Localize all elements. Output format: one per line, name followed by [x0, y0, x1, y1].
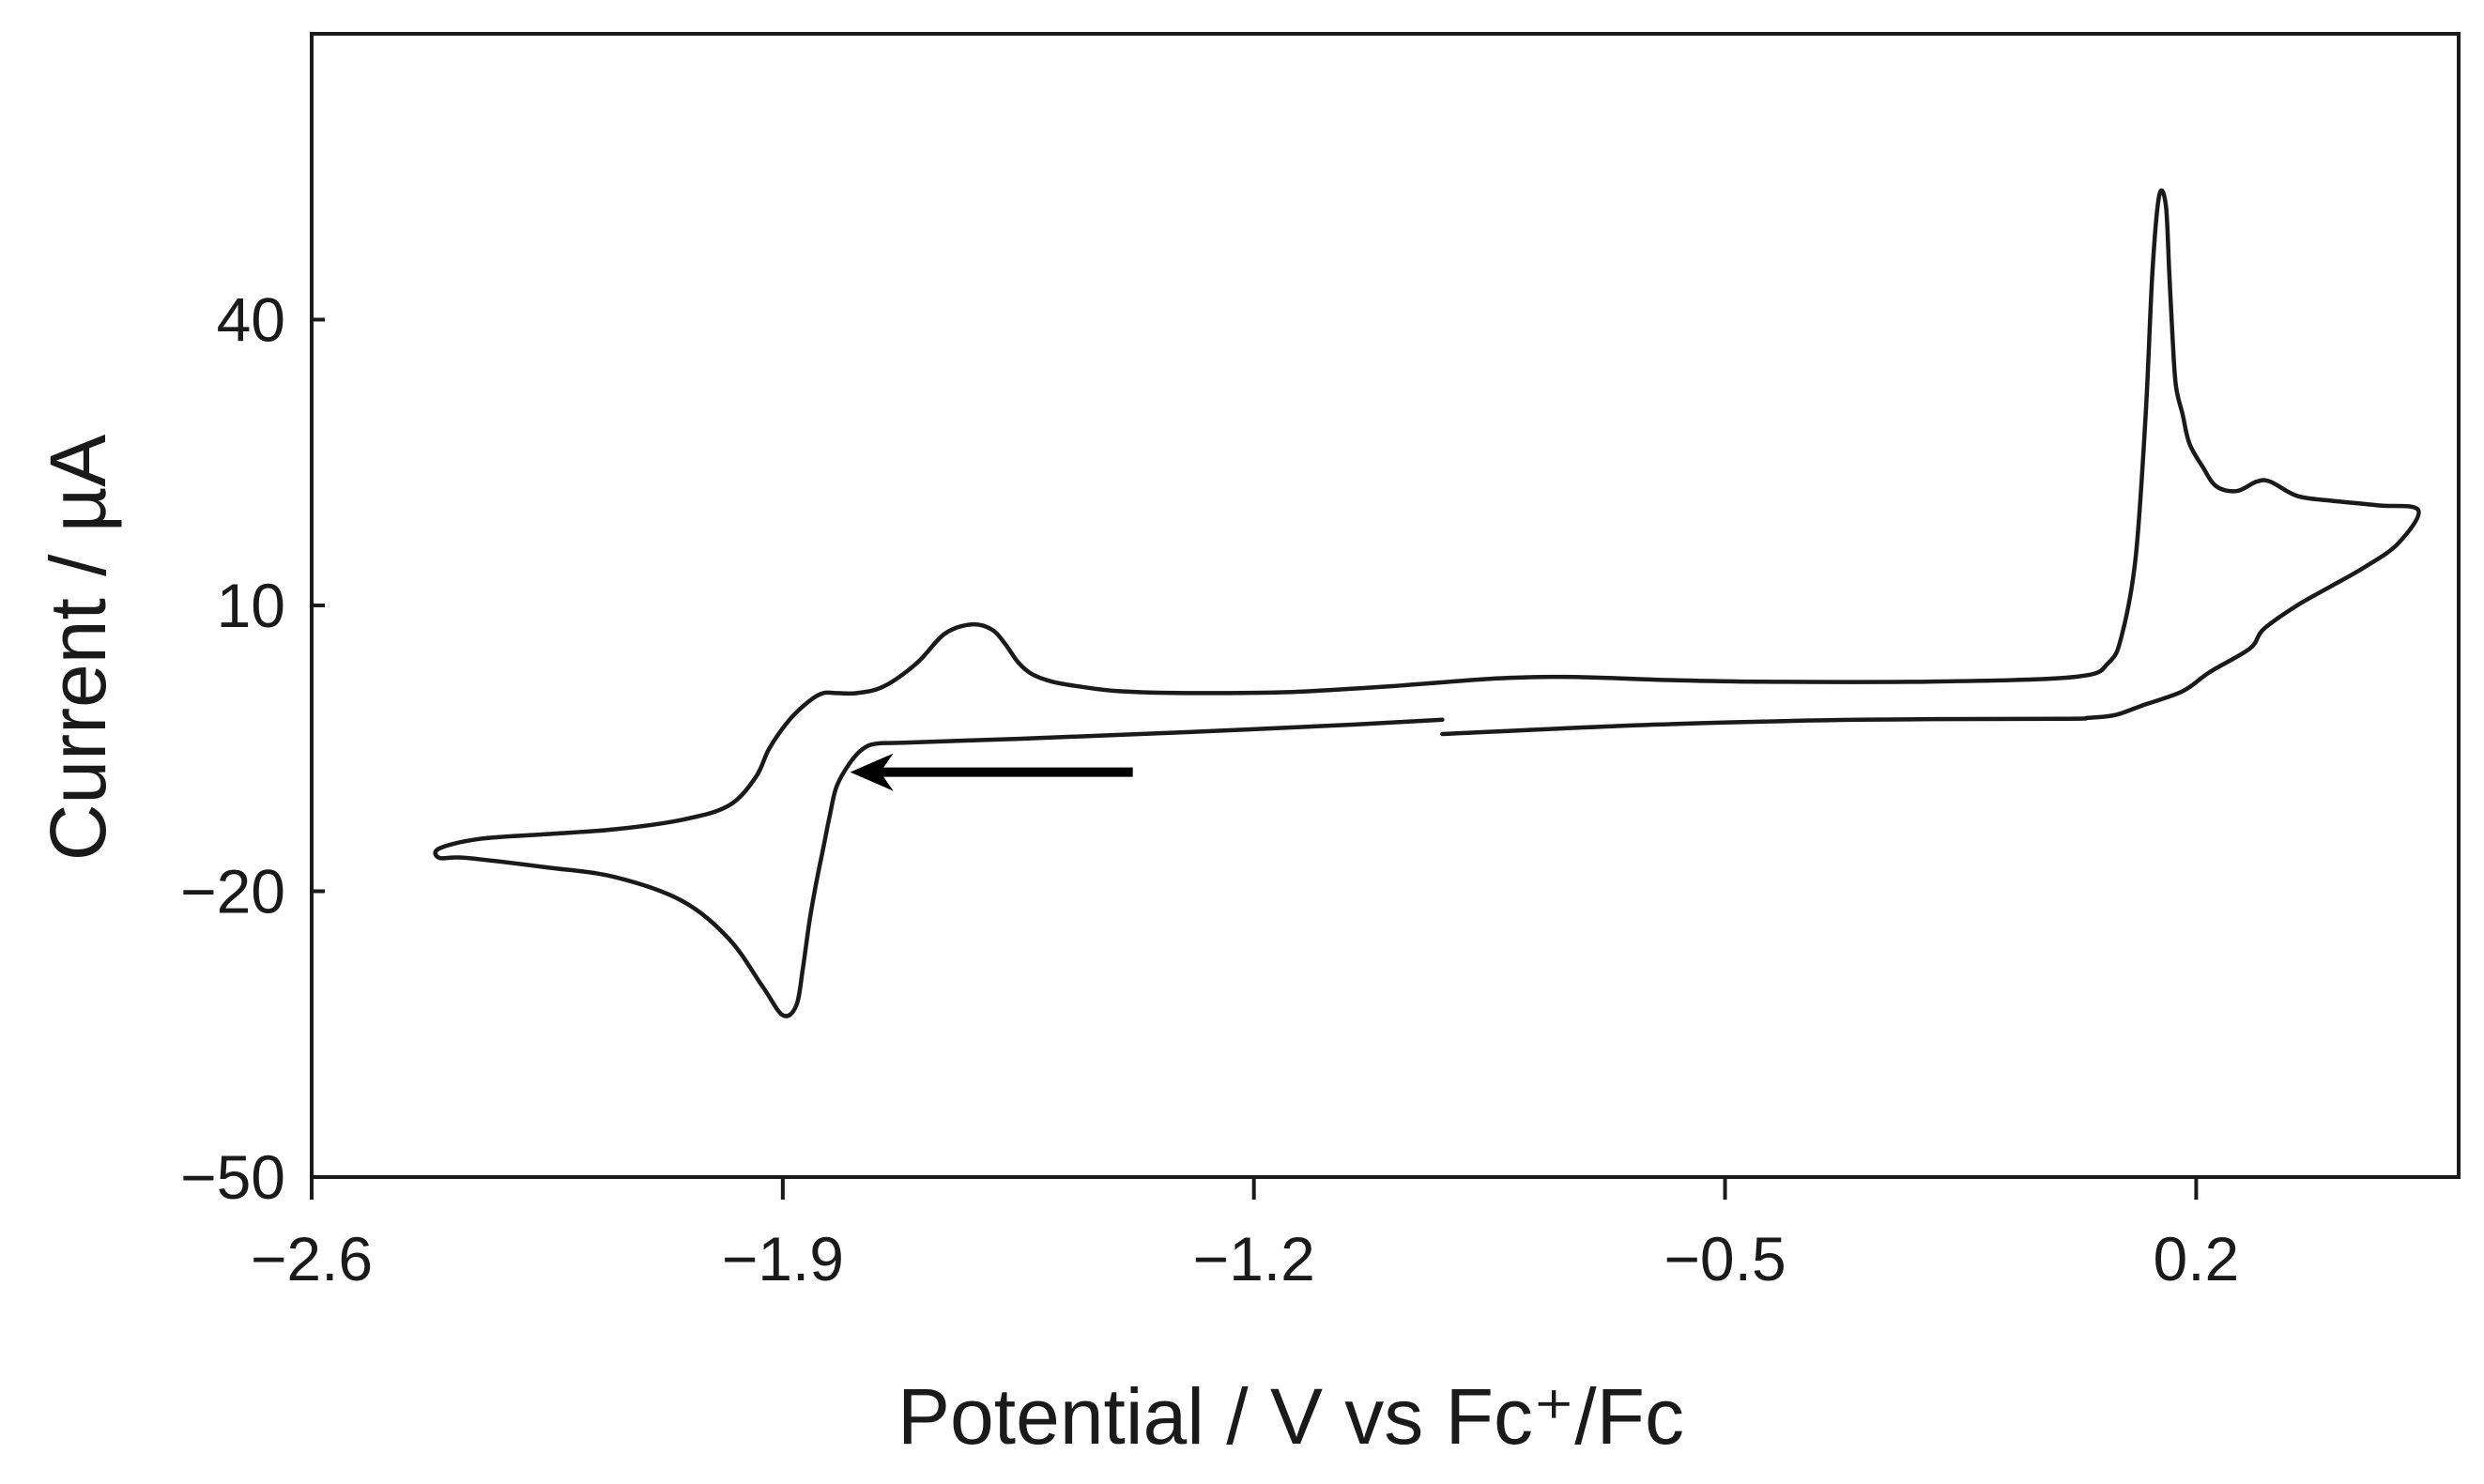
cv-curve-0 [433, 188, 2421, 1018]
series-layer [433, 188, 2421, 1018]
x-axis-ticks: −2.6 −1.9 −1.2 −0.5 0.2 [251, 1177, 2239, 1293]
annotation-layer [850, 753, 1133, 791]
y-axis-title: Current / µA [34, 435, 122, 862]
y-axis-ticks: −50 −20 10 40 [180, 285, 325, 1212]
y-tick-label: −20 [180, 857, 285, 926]
y-tick-label: 10 [217, 571, 285, 640]
x-tick-label: −1.9 [722, 1224, 844, 1293]
y-tick-label: 40 [217, 285, 285, 355]
x-tick-label: −1.2 [1193, 1224, 1315, 1293]
scan-direction-arrow-head [850, 753, 894, 791]
x-tick-label: −0.5 [1664, 1224, 1786, 1293]
x-tick-label: −2.6 [251, 1224, 373, 1293]
plot-frame [310, 32, 2461, 1179]
y-tick-label: −50 [180, 1142, 285, 1212]
x-tick-label: 0.2 [2154, 1224, 2240, 1293]
x-axis-title: Potential / V vs Fc⁺/Fc [897, 1372, 1684, 1461]
